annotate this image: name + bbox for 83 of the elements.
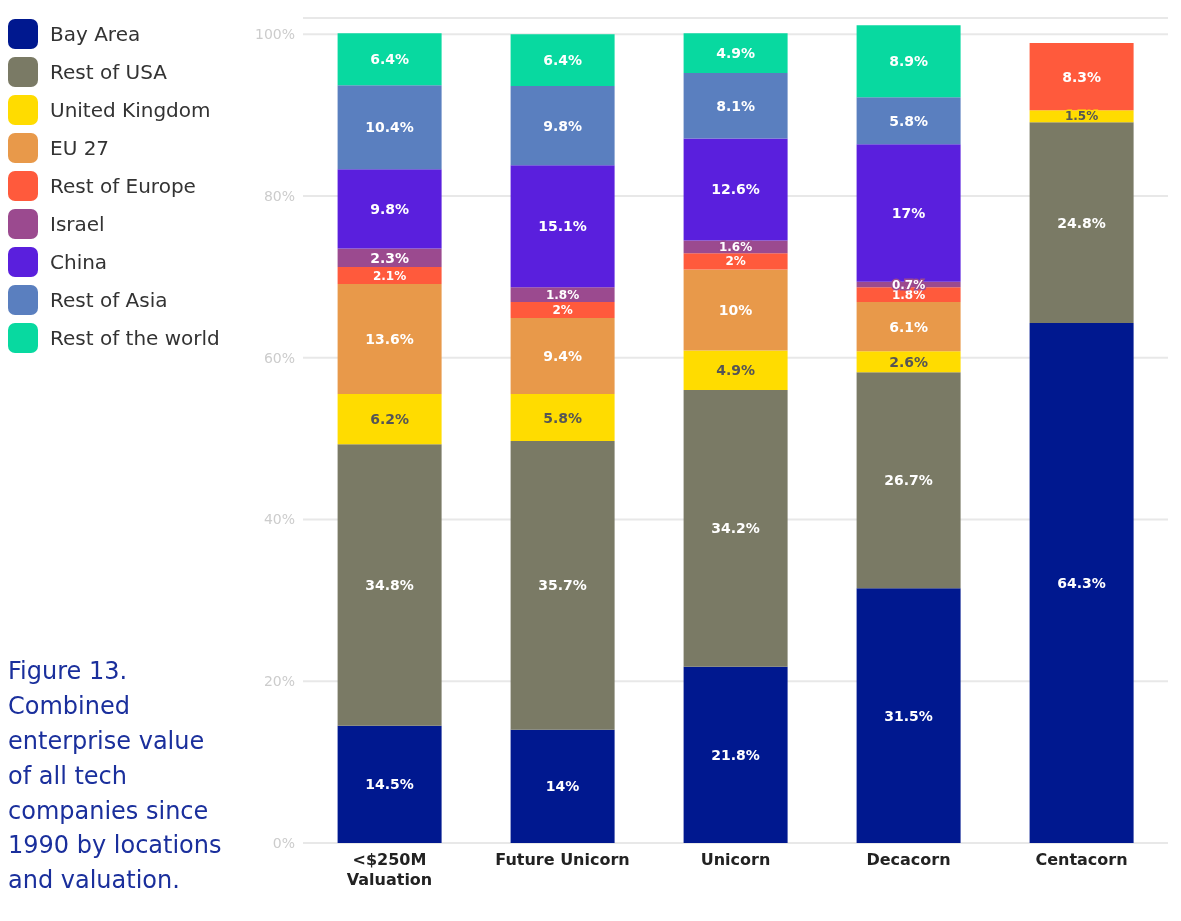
data-label: 8.9% (889, 53, 929, 70)
x-tick-label: Decacorn (866, 850, 951, 869)
data-label: 35.7% (538, 577, 587, 594)
bar (337, 85, 442, 170)
bar (856, 97, 961, 145)
legend-label: Rest of Europe (50, 174, 196, 198)
data-label: 8.1% (716, 97, 756, 114)
data-label: 24.8% (1057, 214, 1106, 231)
bar (510, 34, 615, 86)
bar (1029, 43, 1134, 111)
bar (683, 269, 788, 351)
data-label: 5.8% (889, 112, 929, 129)
data-label: 1.5% (1064, 109, 1099, 124)
legend-label: EU 27 (50, 136, 110, 160)
x-tick-label: <$250M Valuation (346, 850, 433, 889)
x-tick-label: Future Unicorn (495, 850, 630, 869)
bar (510, 729, 615, 843)
bar (337, 444, 442, 726)
data-label: 21.8% (711, 746, 760, 763)
data-label: 1.6% (718, 239, 753, 254)
legend-label: Bay Area (50, 22, 141, 46)
data-label: 2.3% (370, 249, 410, 266)
data-label: 10.4% (365, 119, 414, 136)
legend-label: Rest of Asia (50, 288, 168, 312)
bar (1029, 322, 1134, 843)
data-label: 12.6% (711, 181, 760, 198)
data-label: 2% (725, 254, 746, 269)
bar (856, 372, 961, 589)
data-label: 15.1% (538, 218, 587, 235)
data-label: 17% (891, 204, 926, 221)
data-label: 1.8% (545, 287, 580, 302)
data-label: 10% (718, 301, 753, 318)
legend-label: Israel (50, 212, 105, 236)
data-label: 4.9% (716, 45, 756, 62)
bar (683, 390, 788, 667)
data-label: 2% (552, 302, 573, 317)
bar (856, 25, 961, 98)
bar (683, 350, 788, 391)
bar (510, 318, 615, 395)
x-tick-label: Centacorn (1035, 850, 1128, 869)
data-label: 2.1% (372, 268, 407, 283)
data-label: 4.9% (716, 362, 756, 379)
data-label: 9.4% (543, 348, 583, 365)
data-label: 5.8% (543, 409, 583, 426)
data-label: 14% (545, 778, 580, 795)
bar (510, 165, 615, 288)
bar (337, 284, 442, 395)
data-label: 6.1% (889, 318, 929, 335)
data-label: 6.4% (370, 51, 410, 68)
data-label: 6.2% (370, 411, 410, 428)
bar (856, 588, 961, 843)
legend-label: Rest of USA (50, 60, 167, 84)
legend-label: United Kingdom (50, 98, 211, 122)
x-tick-label: Unicorn (700, 850, 771, 869)
data-label: 9.8% (370, 200, 410, 217)
text: Figure 13. Combined enterprise value of all tech companies since 1990 by locations and valuation. (8, 656, 223, 897)
bar (510, 85, 615, 166)
bar (337, 169, 442, 249)
data-label: 26.7% (884, 472, 933, 489)
bar (683, 138, 788, 241)
bar (1029, 122, 1134, 323)
bar (683, 33, 788, 73)
bar (337, 33, 442, 86)
bar (510, 441, 615, 730)
data-label: 64.3% (1057, 574, 1106, 591)
bar (510, 394, 615, 442)
data-label: 8.3% (1062, 68, 1102, 85)
data-label: 31.5% (884, 707, 933, 724)
data-label: 14.5% (365, 776, 414, 793)
bar (683, 73, 788, 139)
bar (337, 394, 442, 445)
data-label: 34.2% (711, 520, 760, 537)
bar (337, 725, 442, 843)
data-label: 6.4% (543, 52, 583, 69)
data-label: 13.6% (365, 331, 414, 348)
bar (856, 301, 961, 352)
bar (856, 144, 961, 282)
bar (683, 666, 788, 843)
data-label: 2.6% (889, 353, 929, 370)
legend-label: China (50, 250, 108, 274)
data-label: 9.8% (543, 117, 583, 134)
legend-label: Rest of the world (50, 326, 220, 350)
data-label: 34.8% (365, 576, 414, 593)
